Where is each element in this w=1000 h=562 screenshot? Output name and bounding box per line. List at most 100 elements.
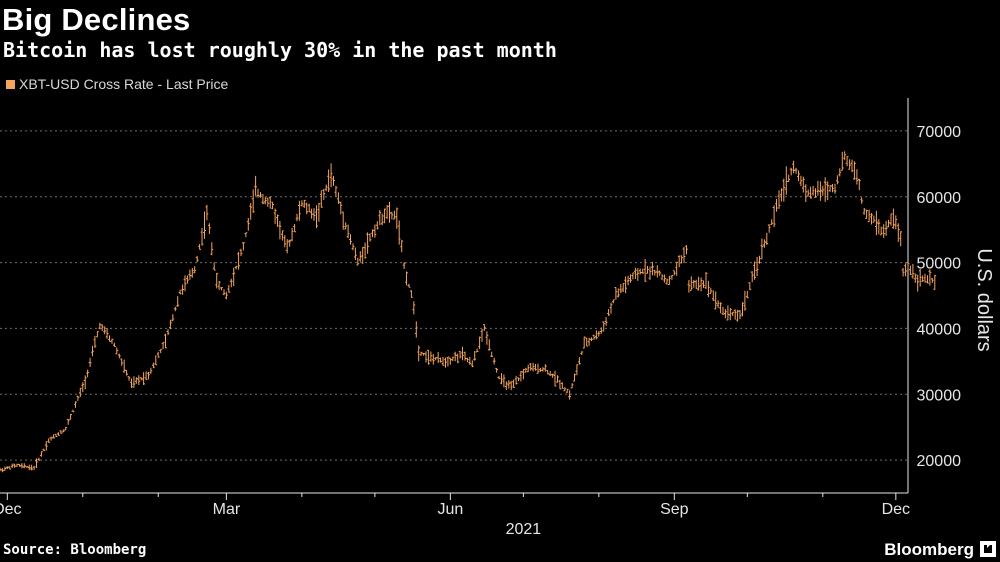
price-bar	[266, 197, 270, 207]
price-bar	[543, 364, 547, 372]
price-bar	[200, 228, 204, 246]
price-bar	[229, 278, 233, 288]
price-bar	[461, 346, 464, 361]
price-bar	[327, 169, 330, 192]
price-bar	[317, 203, 321, 222]
price-bar	[663, 274, 666, 283]
price-bar	[52, 434, 55, 439]
price-bar	[799, 175, 803, 187]
price-bar	[108, 335, 111, 342]
price-bar	[373, 224, 377, 238]
price-bar	[490, 351, 494, 357]
price-bar	[422, 353, 425, 356]
price-bar	[427, 349, 430, 365]
price-bar	[8, 466, 12, 470]
price-bar	[147, 371, 150, 380]
price-bar	[334, 185, 338, 197]
price-bar	[745, 290, 749, 299]
price-bar	[653, 269, 657, 276]
price-bar	[631, 272, 635, 280]
price-bar	[804, 184, 808, 202]
price-bar	[407, 283, 411, 288]
price-bar	[604, 317, 608, 326]
price-bar	[857, 178, 861, 191]
price-bar	[592, 334, 596, 340]
price-bar	[278, 221, 282, 240]
price-bar	[71, 409, 75, 413]
price-bar	[181, 284, 184, 295]
price-bar	[763, 239, 766, 248]
price-series	[0, 151, 937, 473]
price-bar	[139, 377, 143, 381]
price-bar	[57, 432, 60, 436]
price-bar	[814, 188, 817, 198]
price-bar	[54, 433, 58, 437]
price-bar	[478, 336, 481, 350]
price-bar	[137, 375, 141, 385]
price-bar	[909, 265, 912, 276]
price-bar	[61, 429, 65, 433]
price-bar	[159, 348, 163, 354]
price-bar	[156, 351, 160, 358]
price-bar	[368, 233, 372, 242]
price-bar	[777, 190, 781, 209]
price-bar	[517, 377, 520, 382]
price-bar	[680, 255, 683, 264]
price-bar	[743, 290, 747, 311]
price-bar	[154, 355, 158, 366]
price-bar	[689, 276, 693, 291]
price-bar	[212, 262, 216, 271]
price-bar	[441, 357, 445, 366]
price-bar	[15, 463, 19, 467]
y-tick-label: 40000	[917, 321, 962, 338]
price-bar	[127, 376, 131, 381]
price-bar	[892, 208, 895, 229]
price-bar	[648, 266, 652, 280]
price-bar	[638, 268, 642, 275]
price-bar	[10, 463, 14, 468]
price-bar	[614, 287, 618, 300]
price-bar	[419, 351, 423, 356]
price-bar	[319, 190, 323, 208]
price-bar	[875, 210, 878, 236]
price-bar	[293, 224, 296, 233]
price-bar	[702, 280, 705, 288]
price-bar	[132, 376, 136, 388]
price-bar	[402, 262, 406, 269]
price-bar	[775, 198, 778, 212]
price-bar	[590, 337, 593, 342]
price-bar	[738, 310, 742, 320]
price-bar	[911, 263, 915, 279]
price-bar	[458, 350, 462, 359]
price-bar	[582, 336, 586, 349]
price-bar	[770, 219, 774, 225]
price-bar	[879, 226, 883, 236]
price-bar	[88, 357, 92, 367]
price-bar	[78, 387, 82, 398]
price-bar	[906, 262, 910, 270]
price-bar	[616, 288, 620, 298]
price-bar	[850, 159, 854, 173]
price-bar	[32, 466, 36, 471]
price-bar	[609, 302, 613, 314]
price-bar	[276, 214, 279, 227]
price-bar	[823, 177, 827, 202]
price-bar	[42, 448, 46, 452]
price-bar	[263, 197, 267, 205]
price-bar	[176, 296, 180, 307]
price-bar	[473, 351, 477, 361]
price-bar	[580, 351, 584, 355]
price-bar	[349, 234, 352, 245]
price-bar	[853, 161, 856, 180]
price-bar	[692, 279, 696, 288]
price-bar	[933, 274, 937, 290]
price-bar	[797, 170, 800, 182]
price-bar	[100, 324, 104, 331]
price-bar	[344, 222, 348, 230]
price-bar	[913, 273, 917, 283]
price-bar	[254, 175, 257, 196]
price-bar	[375, 221, 379, 230]
price-bar	[451, 356, 455, 361]
price-bar	[597, 331, 601, 337]
price-bar	[565, 388, 569, 393]
